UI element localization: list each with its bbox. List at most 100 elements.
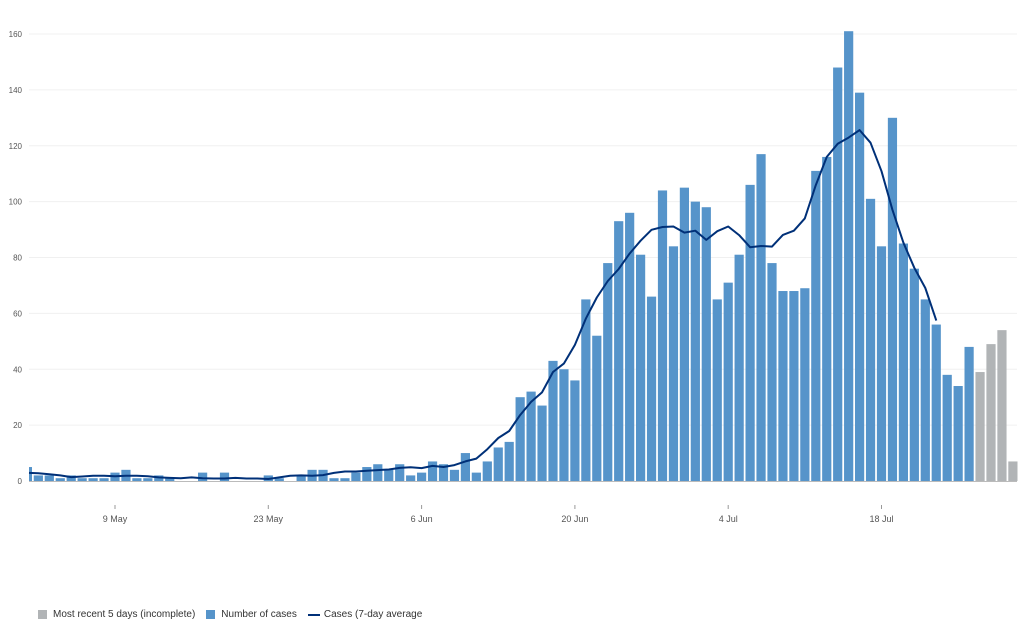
bar-cases[interactable] — [66, 475, 76, 481]
bar-cases[interactable] — [625, 212, 635, 482]
bar-cases[interactable] — [77, 478, 87, 481]
bar-cases[interactable] — [526, 391, 536, 481]
bar-cases[interactable] — [537, 405, 547, 481]
bar-cases[interactable] — [865, 198, 876, 482]
bar-cases[interactable] — [55, 478, 65, 481]
gridlines — [29, 33, 1017, 426]
bar-cases[interactable] — [887, 117, 898, 481]
bar-cases[interactable] — [23, 467, 32, 481]
bar-cases[interactable] — [712, 299, 722, 481]
bar-cases[interactable] — [690, 201, 700, 481]
bar-cases[interactable] — [99, 478, 109, 481]
bar-cases[interactable] — [679, 187, 689, 481]
bar-cases[interactable] — [855, 92, 865, 481]
legend-label: Most recent 5 days (incomplete) — [53, 609, 196, 620]
bar-incomplete[interactable] — [1008, 461, 1018, 481]
bar-cases[interactable] — [340, 478, 350, 481]
bar-cases[interactable] — [33, 475, 43, 481]
bar-cases[interactable] — [44, 475, 54, 481]
bar-cases[interactable] — [756, 154, 766, 481]
bar-cases[interactable] — [132, 478, 142, 481]
bar-cases[interactable] — [329, 478, 339, 481]
bar-cases[interactable] — [745, 184, 755, 482]
bar-cases[interactable] — [657, 190, 668, 481]
bar-cases[interactable] — [460, 453, 470, 481]
bar-cases[interactable] — [362, 467, 372, 481]
legend-item-average[interactable]: Cases (7-day average — [307, 609, 422, 620]
bar-cases[interactable] — [471, 472, 481, 481]
x-axis: 9 May 23 May 6 Jun 20 Jun 4 Jul 18 Jul — [103, 505, 894, 524]
bar-incomplete[interactable] — [975, 372, 985, 481]
bar-cases[interactable] — [515, 397, 525, 481]
bar-cases[interactable] — [417, 472, 427, 481]
bar-cases[interactable] — [800, 288, 810, 481]
bar-cases[interactable] — [767, 263, 777, 481]
bar-cases[interactable] — [351, 472, 361, 481]
bar-cases[interactable] — [504, 441, 514, 481]
bar-cases[interactable] — [603, 263, 613, 481]
bar-cases[interactable] — [296, 475, 306, 481]
bar-cases[interactable] — [942, 374, 952, 481]
y-tick-label: 20 — [13, 421, 22, 430]
x-tick-label: 20 Jun — [561, 514, 588, 524]
bar-cases[interactable] — [570, 380, 580, 481]
bar-cases[interactable] — [88, 478, 98, 481]
bar-cases[interactable] — [427, 461, 438, 481]
bar-cases[interactable] — [789, 291, 799, 481]
average-line — [28, 129, 938, 480]
bar-incomplete[interactable] — [986, 344, 996, 481]
bar-cases[interactable] — [668, 246, 679, 481]
bar-cases[interactable] — [734, 254, 744, 481]
bar-cases[interactable] — [964, 346, 974, 481]
x-tick-label: 18 Jul — [869, 514, 893, 524]
bar-cases[interactable] — [395, 464, 405, 481]
bar-cases[interactable] — [143, 478, 153, 481]
bar-cases[interactable] — [198, 472, 208, 481]
bar-cases[interactable] — [811, 170, 821, 482]
bar-cases[interactable] — [931, 324, 941, 481]
bar-cases[interactable] — [844, 31, 854, 482]
legend-item-cases[interactable]: Number of cases — [206, 609, 297, 620]
bar-cases[interactable] — [920, 299, 930, 481]
bar-cases[interactable] — [493, 447, 503, 481]
bar-cases[interactable] — [219, 472, 230, 481]
legend-label: Number of cases — [221, 609, 297, 620]
bar-cases[interactable] — [822, 156, 832, 482]
bar-cases[interactable] — [165, 478, 175, 481]
bar-cases[interactable] — [614, 221, 624, 481]
bar-cases[interactable] — [559, 369, 569, 481]
bar-cases[interactable] — [581, 299, 591, 481]
bar-cases[interactable] — [438, 464, 449, 481]
bar-cases[interactable] — [833, 67, 843, 482]
bar-cases[interactable] — [384, 469, 394, 481]
legend-swatch-cases — [206, 610, 216, 619]
bar-cases[interactable] — [406, 475, 416, 481]
x-tick-label: 9 May — [103, 514, 128, 524]
bar-incomplete[interactable] — [997, 330, 1007, 481]
bar-cases[interactable] — [636, 254, 646, 481]
bar-cases[interactable] — [909, 268, 919, 481]
x-tick-label: 4 Jul — [719, 514, 738, 524]
average-line-group — [28, 129, 938, 480]
bar-cases[interactable] — [723, 282, 733, 481]
cases-chart: 0 20 40 60 80 100 120 140 160 9 May 23 May 6 Jun 20… — [9, 30, 1018, 524]
bar-cases[interactable] — [592, 335, 602, 481]
y-tick-label: 80 — [13, 254, 22, 263]
bar-cases[interactable] — [548, 360, 558, 481]
y-tick-label: 0 — [18, 477, 23, 486]
legend-item-incomplete[interactable]: Most recent 5 days (incomplete) — [38, 609, 195, 620]
bar-cases[interactable] — [778, 291, 788, 481]
bar-cases[interactable] — [449, 469, 460, 481]
y-tick-label: 100 — [9, 198, 23, 207]
legend: Most recent 5 days (incomplete) Number o… — [38, 609, 433, 620]
y-tick-label: 140 — [9, 86, 23, 95]
bar-cases[interactable] — [898, 243, 908, 481]
bar-cases[interactable] — [646, 296, 657, 481]
bar-cases[interactable] — [373, 464, 383, 481]
y-axis: 0 20 40 60 80 100 120 140 160 — [9, 30, 23, 486]
bar-cases[interactable] — [482, 461, 492, 481]
bar-cases[interactable] — [876, 246, 887, 481]
bar-cases[interactable] — [274, 478, 284, 481]
bar-cases[interactable] — [953, 386, 963, 481]
bar-cases[interactable] — [701, 207, 711, 481]
